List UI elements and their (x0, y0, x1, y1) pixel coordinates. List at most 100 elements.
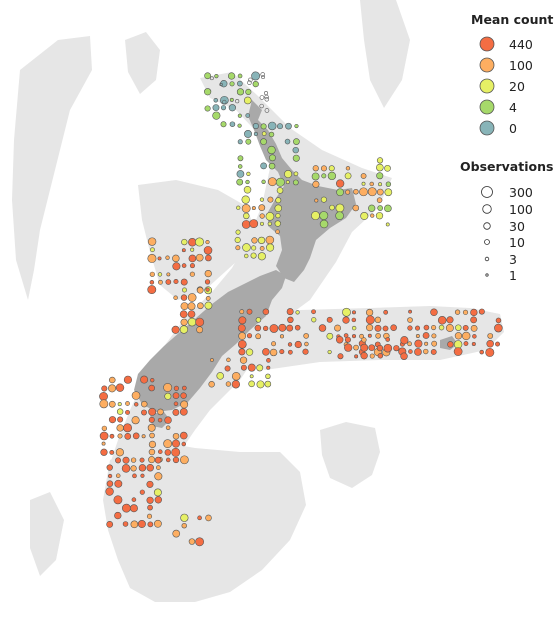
survey-point (109, 450, 115, 455)
survey-point (173, 385, 179, 391)
legend-observations: Observations 300 100 30 10 3 1 (460, 159, 553, 283)
survey-point (408, 309, 412, 314)
survey-point (253, 131, 258, 137)
survey-point (165, 255, 170, 260)
survey-point (231, 371, 241, 381)
survey-point (375, 333, 381, 339)
survey-point (106, 464, 113, 471)
survey-point (189, 263, 195, 269)
survey-point (196, 286, 204, 294)
survey-point (424, 341, 429, 346)
survey-point (400, 336, 409, 345)
survey-point (236, 205, 241, 210)
survey-point (109, 376, 116, 384)
survey-point (351, 317, 357, 323)
survey-point (130, 457, 137, 463)
survey-point (393, 345, 400, 352)
survey-point (382, 325, 389, 332)
bounty-plateau (320, 422, 380, 488)
survey-point (479, 349, 484, 355)
survey-point (122, 456, 130, 464)
survey-point (180, 278, 188, 286)
survey-point (236, 178, 244, 186)
survey-point (376, 163, 384, 172)
survey-point (254, 324, 262, 332)
survey-point (203, 246, 213, 255)
survey-point (267, 121, 277, 131)
survey-point (164, 392, 172, 400)
survey-point (237, 139, 243, 145)
survey-point (239, 309, 245, 315)
survey-point (260, 162, 267, 170)
survey-point (407, 317, 413, 323)
survey-point (116, 408, 124, 415)
survey-point (180, 455, 189, 465)
legend-size-label: 3 (509, 252, 517, 267)
survey-point (245, 88, 252, 95)
survey-point (147, 521, 154, 528)
survey-point (242, 243, 251, 252)
survey-point (455, 324, 462, 331)
survey-point (114, 511, 122, 520)
survey-point (407, 341, 412, 347)
survey-point (374, 316, 382, 324)
survey-point (251, 237, 258, 244)
survey-point (329, 204, 335, 211)
survey-point (472, 334, 477, 339)
survey-point (275, 197, 282, 204)
survey-point (205, 254, 212, 262)
legend-colour-swatch (479, 120, 495, 136)
survey-point (140, 473, 145, 478)
survey-point (279, 349, 285, 355)
survey-point (327, 349, 332, 355)
legend-size-entry: 3 (484, 252, 517, 267)
survey-point (495, 341, 500, 347)
survey-point (188, 254, 197, 263)
survey-point (180, 513, 189, 522)
survey-point (264, 380, 272, 388)
survey-point (360, 352, 368, 360)
survey-point (335, 203, 345, 213)
survey-point (276, 187, 284, 194)
survey-point (260, 221, 264, 226)
survey-point (454, 332, 463, 340)
survey-point (423, 324, 430, 331)
survey-point (124, 433, 132, 440)
survey-point (237, 324, 246, 333)
legend-size-swatch (484, 239, 490, 245)
survey-point (241, 220, 251, 229)
survey-point (108, 416, 117, 424)
survey-point (234, 236, 241, 244)
legend-size-entry: 30 (483, 219, 525, 234)
survey-point (236, 170, 245, 178)
survey-point (312, 165, 319, 172)
survey-point (249, 219, 259, 229)
survey-point (123, 375, 132, 384)
survey-point (180, 318, 188, 326)
survey-point (204, 269, 212, 278)
survey-point (384, 188, 393, 197)
legend-colour-swatch (479, 78, 495, 94)
survey-point (147, 285, 157, 295)
survey-point (345, 189, 351, 195)
survey-point (438, 324, 445, 331)
survey-point (320, 196, 327, 203)
survey-point (430, 349, 437, 355)
survey-point (274, 204, 283, 212)
survey-point (115, 473, 121, 478)
survey-point (285, 180, 290, 185)
survey-point (153, 488, 162, 497)
survey-point (173, 295, 178, 300)
survey-point (251, 71, 261, 81)
survey-point (107, 473, 113, 479)
survey-point (337, 353, 344, 360)
survey-point (195, 237, 204, 247)
survey-point (246, 333, 253, 339)
survey-point (171, 325, 180, 334)
survey-point (252, 122, 259, 130)
survey-point (335, 179, 345, 188)
survey-point (445, 324, 454, 332)
survey-point (147, 504, 153, 511)
survey-point (264, 108, 270, 113)
